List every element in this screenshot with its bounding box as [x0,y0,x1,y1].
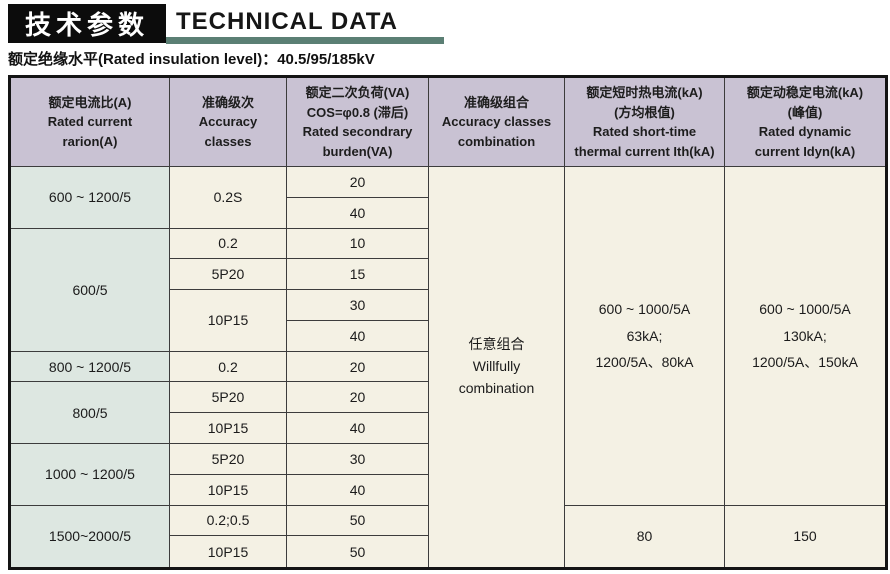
combination-cell: 任意组合 Willfully combination [428,166,565,569]
ratio-cell: 1000 ~ 1200/5 [9,443,170,506]
table-row: 10P15 40 [10,473,887,506]
table-row: 10P15 50 [10,535,887,569]
ratio-cell: 1500~2000/5 [9,504,170,570]
burden-cell: 15 [286,258,429,291]
title-accent-bar [166,37,444,44]
ratio-cell: 800 ~ 1200/5 [9,350,170,383]
burden-cell: 30 [286,289,429,321]
dynamic-current-cell: 150 [724,504,887,570]
header-cell-rated-current-ratio: 额定电流比(A) Rated current rarion(A) [9,76,170,167]
header-cell-dynamic-current: 额定动稳定电流(kA) (峰值) Rated dynamic current I… [724,76,887,167]
table-row: 5P20 15 [10,258,887,291]
burden-cell: 40 [286,473,429,506]
title-badge: 技术参数 [8,4,166,43]
title-cn: 技术参数 [24,10,149,40]
table-row: 1000 ~ 1200/5 5P20 30 [9,443,887,506]
table-row: 10P15 30 [10,289,887,352]
burden-cell: 30 [286,443,429,475]
accuracy-cell: 5P20 [169,443,287,475]
accuracy-cell: 0.2 [169,227,287,260]
accuracy-cell: 0.2;0.5 [169,504,287,537]
accuracy-cell: 5P20 [169,381,287,414]
table-row: 600 ~ 1200/5 0.2S 20 任意组合 Willfully comb… [9,166,887,569]
burden-cell: 20 [286,381,429,414]
accuracy-cell: 10P15 [169,535,287,569]
table-row: 800/5 5P20 20 [9,381,887,445]
dynamic-current-cell: 600 ~ 1000/5A 130kA; 1200/5A、150kA [724,166,887,506]
accuracy-cell: 10P15 [169,289,287,352]
ratio-cell: 600/5 [9,227,170,352]
thermal-current-cell: 80 [564,504,725,570]
thermal-current-cell: 600 ~ 1000/5A 63kA; 1200/5A、80kA [564,166,725,506]
accuracy-cell: 0.2 [169,350,287,383]
title-en: TECHNICAL DATA [176,8,398,35]
burden-cell: 50 [286,535,429,569]
accuracy-cell: 10P15 [169,473,287,506]
burden-cell: 10 [286,227,429,260]
ratio-cell: 800/5 [9,381,170,445]
insulation-level-line: 额定绝缘水平(Rated insulation level)：40.5/95/1… [8,51,375,68]
table-row: 800 ~ 1200/5 0.2 20 [9,350,887,383]
accuracy-cell: 5P20 [169,258,287,291]
header-cell-accuracy-classes: 准确级次 Accuracy classes [169,76,287,167]
burden-cell: 40 [286,196,429,229]
table-row: 40 [10,319,887,352]
header-cell-short-time-thermal-current: 额定短时热电流(kA) (方均根值) Rated short-time ther… [564,76,725,167]
header-cell-accuracy-combination: 准确级组合 Accuracy classes combination [428,76,565,167]
burden-cell: 40 [286,412,429,445]
accuracy-cell: 0.2S [169,166,287,229]
table-row: 40 [10,196,887,229]
burden-cell: 20 [286,350,429,383]
accuracy-cell: 10P15 [169,412,287,445]
table-row: 1500~2000/5 0.2;0.5 50 80 150 [9,504,887,570]
ratio-cell: 600 ~ 1200/5 [9,166,170,229]
burden-cell: 50 [286,504,429,537]
burden-cell: 40 [286,319,429,352]
header-cell-rated-secondary-burden: 额定二次负荷(VA) COS=φ0.8 (滞后) Rated secondrar… [286,76,429,167]
burden-cell: 20 [286,166,429,198]
table-header-row: 额定电流比(A) Rated current rarion(A) 准确级次 Ac… [9,76,887,167]
technical-data-table: 额定电流比(A) Rated current rarion(A) 准确级次 Ac… [8,75,888,570]
